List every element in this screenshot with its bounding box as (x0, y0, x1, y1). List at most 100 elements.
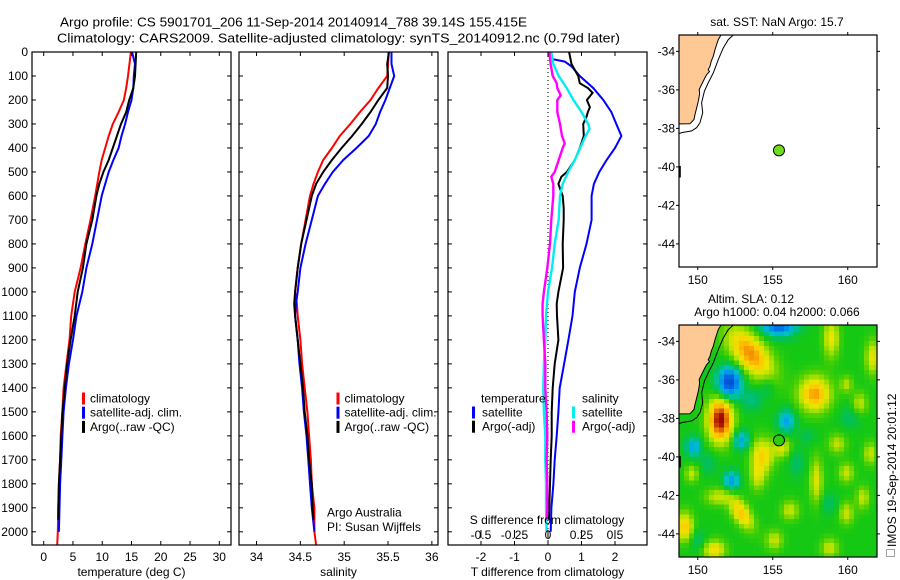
sla-cell (858, 537, 865, 544)
sla-cell (783, 446, 790, 452)
sla-cell (793, 499, 800, 505)
sla-cell (719, 364, 725, 370)
sla-cell (793, 460, 800, 467)
sla-cell (758, 528, 765, 534)
sla-cell (833, 422, 840, 428)
sla-cell (738, 417, 745, 423)
sla-cell (788, 393, 795, 399)
sla-cell (689, 532, 695, 539)
sla-cell (748, 325, 755, 332)
sla-cell (758, 475, 765, 481)
sla-cell (783, 402, 790, 409)
sla-cell (803, 402, 810, 409)
sla-cell (808, 552, 815, 557)
sla-cell (788, 542, 795, 548)
sla-cell (729, 508, 735, 515)
sla-cell (768, 508, 775, 515)
sla-cell (778, 369, 785, 375)
legend-label-argo-raw-qc: Argo(..raw -QC) (345, 420, 430, 434)
sla-cell (768, 441, 775, 447)
sla-cell (843, 431, 850, 438)
sla-cell (768, 378, 775, 385)
sla-cell (684, 427, 690, 433)
sla-cell (724, 499, 730, 505)
sla-cell (863, 451, 870, 457)
x-tick-label: 25 (183, 550, 197, 564)
sla-cell (833, 388, 840, 394)
sla-cell (838, 359, 845, 366)
sla-cell (733, 532, 740, 539)
series-line-argo-raw-qc (293, 52, 390, 520)
sla-cell (803, 388, 810, 394)
depth-tick-label: 1400 (1, 381, 28, 395)
sla-cell (748, 441, 755, 447)
sla-cell (783, 412, 790, 419)
sla-cell (783, 325, 790, 332)
sla-cell (748, 499, 755, 505)
sla-cell (788, 455, 795, 462)
sla-cell (858, 354, 865, 361)
sla-cell (778, 325, 785, 332)
sla-cell (828, 350, 835, 356)
sla-cell (748, 325, 755, 327)
sla-cell (694, 460, 700, 467)
sla-cell (719, 330, 725, 337)
sla-cell (733, 431, 740, 438)
sla-cell (873, 412, 877, 419)
sla-cell (709, 383, 715, 390)
sla-cell (729, 441, 735, 447)
sla-cell (818, 499, 825, 505)
sla-cell (788, 513, 795, 520)
sla-cell (853, 388, 860, 394)
sla-cell (743, 393, 750, 399)
sla-cell (719, 475, 725, 481)
sla-cell (793, 455, 800, 462)
sla-cell (863, 479, 870, 486)
sla-cell (699, 475, 705, 481)
sla-cell (753, 552, 760, 557)
sla-cell (709, 489, 715, 496)
sla-cell (793, 547, 800, 553)
sla-cell (818, 393, 825, 399)
sla-cell (833, 441, 840, 447)
sla-cell (788, 422, 795, 428)
sla-cell (853, 547, 860, 553)
sla-cell (863, 513, 870, 520)
sla-cell (699, 383, 705, 390)
sla-cell (738, 528, 745, 534)
sla-cell (724, 330, 730, 337)
sla-cell (773, 388, 780, 394)
sla-cell (679, 499, 685, 505)
sla-cell (758, 552, 765, 557)
sla-cell (748, 552, 755, 557)
sla-cell (833, 479, 840, 486)
sla-cell (788, 499, 795, 505)
sla-cell (778, 513, 785, 520)
sla-cell (783, 369, 790, 375)
sla-cell (798, 489, 805, 496)
sla-cell (808, 518, 815, 524)
sla-cell (813, 484, 820, 491)
sla-cell (813, 354, 820, 361)
sla-cell (719, 427, 725, 433)
sla-cell (753, 508, 760, 515)
sla-cell (868, 547, 875, 553)
sla-cell (694, 417, 700, 423)
sla-cell (753, 523, 760, 529)
sla-cell (813, 542, 820, 548)
sla-cell (808, 455, 815, 462)
sla-cell (843, 369, 850, 375)
annotation-text: Argo Australia (327, 506, 402, 520)
sla-cell (853, 422, 860, 428)
sla-cell (763, 330, 770, 337)
sla-cell (714, 484, 720, 491)
sla-cell (788, 537, 795, 544)
sla-cell (758, 383, 765, 390)
sla-cell (788, 547, 795, 553)
sla-cell (793, 475, 800, 481)
sla-cell (798, 484, 805, 491)
sla-cell (763, 383, 770, 390)
sla-cell (818, 470, 825, 476)
sla-cell (813, 537, 820, 544)
sla-cell (733, 552, 740, 557)
